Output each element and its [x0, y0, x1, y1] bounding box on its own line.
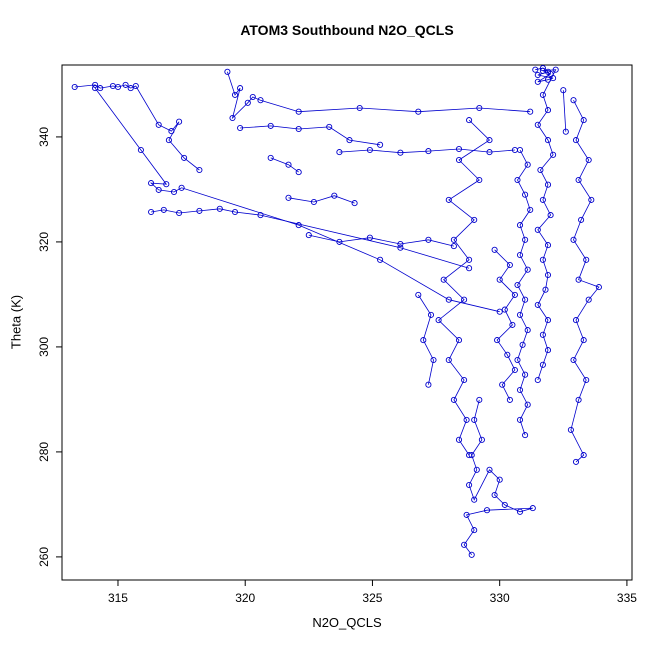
- svg-text:260: 260: [37, 547, 51, 567]
- svg-text:330: 330: [490, 591, 510, 605]
- x-axis-label: N2O_QCLS: [312, 615, 382, 630]
- svg-text:320: 320: [37, 232, 51, 252]
- svg-text:340: 340: [37, 127, 51, 147]
- y-axis-label: Theta (K): [8, 294, 24, 350]
- svg-text:300: 300: [37, 337, 51, 357]
- svg-text:315: 315: [108, 591, 128, 605]
- svg-text:280: 280: [37, 442, 51, 462]
- chart-title: ATOM3 Southbound N2O_QCLS: [240, 22, 454, 38]
- svg-text:335: 335: [617, 591, 637, 605]
- svg-text:325: 325: [362, 591, 382, 605]
- svg-text:320: 320: [235, 591, 255, 605]
